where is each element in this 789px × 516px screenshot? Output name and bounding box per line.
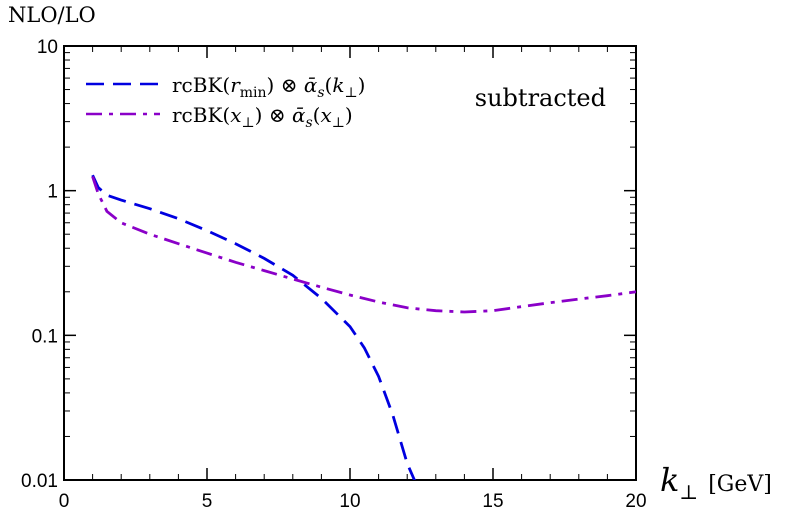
x-tick-label: 10 <box>339 491 360 512</box>
x-tick-label: 0 <box>59 491 70 512</box>
legend-label-series-1: rcBK(x⊥) ⊗ ᾱs(x⊥) <box>172 103 353 131</box>
x-tick-labels: 0 5 10 15 20 <box>59 491 647 512</box>
x-tick-label: 20 <box>625 491 646 512</box>
y-tick-label: 0.1 <box>32 326 58 347</box>
legend-label-series-0: rcBK(rmin) ⊗ ᾱs(k⊥) <box>172 73 365 101</box>
x-axis-label: k⊥ [GeV] <box>660 461 772 504</box>
series-layer <box>91 174 636 480</box>
x-tick-label: 5 <box>202 491 213 512</box>
y-tick-label: 0.01 <box>21 471 58 492</box>
series-line-1 <box>91 176 636 314</box>
y-tick-label: 10 <box>37 37 58 58</box>
y-tick-label: 1 <box>47 182 58 203</box>
annotation-subtracted: subtracted <box>475 84 606 112</box>
y-tick-labels: 0.01 0.1 1 10 <box>21 37 58 492</box>
series-line-0 <box>91 174 416 480</box>
axis-ticks <box>63 45 637 481</box>
x-tick-label: 15 <box>482 491 503 512</box>
legend: rcBK(rmin) ⊗ ᾱs(k⊥) rcBK(x⊥) ⊗ ᾱs(x⊥) <box>86 73 365 131</box>
y-axis-label: NLO/LO <box>8 3 96 27</box>
